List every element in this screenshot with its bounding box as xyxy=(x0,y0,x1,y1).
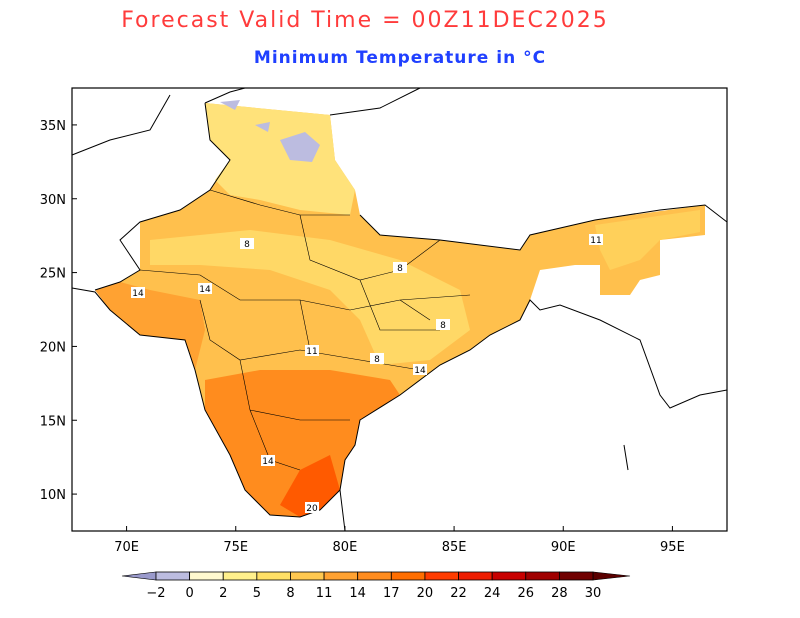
colorbar-label: 22 xyxy=(450,586,467,601)
axis-ticks: 70E 75E 80E 85E 90E 95E 10N 15N 20N 25N 30N 35N xyxy=(40,119,685,555)
contour-label-bg xyxy=(370,353,384,364)
colorbar-label: 14 xyxy=(349,586,366,601)
lat-tick-label: 25N xyxy=(40,267,66,282)
lon-tick-label: 95E xyxy=(660,540,685,555)
temperature-field-northeast xyxy=(595,210,700,270)
contour-label: 14 xyxy=(414,366,426,376)
colorbar-swatch xyxy=(323,571,359,581)
contour-label-bg xyxy=(436,319,450,330)
colorbar-swatch xyxy=(558,571,594,581)
lon-tick-label: 85E xyxy=(442,540,467,555)
variable-subtitle: Minimum Temperature in °C xyxy=(253,48,547,68)
temperature-field-north-cool xyxy=(205,103,355,215)
contour-label: 8 xyxy=(374,355,380,365)
colorbar-swatch xyxy=(155,571,191,581)
temperature-field-west-warm xyxy=(95,282,205,370)
contour-label-bg xyxy=(413,364,427,375)
coastline-boundaries xyxy=(71,87,728,532)
colorbar-label: 2 xyxy=(219,586,227,601)
map-frame xyxy=(71,87,728,532)
colorbar-label: 30 xyxy=(585,586,602,601)
colorbar-label: −2 xyxy=(146,586,165,601)
map-area: 8 14 14 8 8 8 11 14 14 20 11 xyxy=(71,87,728,532)
colorbar-swatch xyxy=(222,571,258,581)
contour-label: 11 xyxy=(590,236,601,246)
colorbar-swatch xyxy=(256,571,291,581)
colorbar-swatch xyxy=(525,571,560,581)
contour-label: 14 xyxy=(132,289,144,299)
colorbar-under-triangle xyxy=(121,571,157,581)
lat-tick-label: 30N xyxy=(40,193,66,208)
colorbar-swatch xyxy=(189,571,224,581)
contour-label: 8 xyxy=(397,264,403,274)
colorbar-swatch xyxy=(357,571,392,581)
contour-label-bg xyxy=(261,455,275,466)
colorbar-label: 26 xyxy=(517,586,534,601)
colorbar-label: 20 xyxy=(417,586,434,601)
lon-tick-label: 90E xyxy=(551,540,576,555)
colorbar-swatch xyxy=(491,571,527,581)
contour-label-bg xyxy=(305,345,319,356)
colorbar-label: 17 xyxy=(383,586,400,601)
colorbar-label: 11 xyxy=(316,586,333,601)
contour-label-bg xyxy=(393,262,407,273)
temperature-field-kashmir-cold xyxy=(220,100,320,162)
contour-label-bg xyxy=(305,502,319,513)
colorbar-label: 24 xyxy=(484,586,501,601)
lat-tick-label: 15N xyxy=(40,414,66,429)
colorbar-label: 0 xyxy=(185,586,193,601)
colorbar-swatch xyxy=(390,571,426,581)
colorbar-label: 8 xyxy=(286,586,294,601)
contour-label: 8 xyxy=(244,240,250,250)
colorbar-label: 28 xyxy=(551,586,568,601)
contour-label: 20 xyxy=(306,504,318,514)
temperature-field-south-tip xyxy=(280,455,340,517)
contour-label: 11 xyxy=(306,347,317,357)
lat-tick-label: 10N xyxy=(40,488,66,503)
colorbar-over-triangle xyxy=(592,571,631,581)
contour-label-bg xyxy=(131,287,145,298)
colorbar-swatch xyxy=(458,571,493,581)
contour-label-bg xyxy=(589,234,603,245)
contour-label: 14 xyxy=(262,457,274,467)
forecast-valid-time-title: Forecast Valid Time = 00Z11DEC2025 xyxy=(121,8,609,33)
contour-label-bg xyxy=(198,283,212,294)
temperature-field-central-cool xyxy=(150,230,470,365)
colorbar-swatch xyxy=(290,571,325,581)
colorbar-label: 5 xyxy=(253,586,261,601)
contour-label: 14 xyxy=(199,285,211,295)
lon-tick-label: 80E xyxy=(333,540,358,555)
lat-tick-label: 20N xyxy=(40,340,66,355)
contour-label: 8 xyxy=(440,321,446,331)
colorbar-swatch xyxy=(424,571,459,581)
lat-tick-label: 35N xyxy=(40,119,66,134)
lon-tick-label: 75E xyxy=(223,540,248,555)
contour-label-bg xyxy=(240,238,254,249)
colorbar: −2 0 2 5 8 11 14 17 20 22 24 26 28 30 xyxy=(121,571,631,601)
temperature-field-south-warm xyxy=(205,370,400,517)
lon-tick-label: 70E xyxy=(114,540,139,555)
contour-labels: 8 14 14 8 8 8 11 14 14 20 11 xyxy=(131,234,603,514)
